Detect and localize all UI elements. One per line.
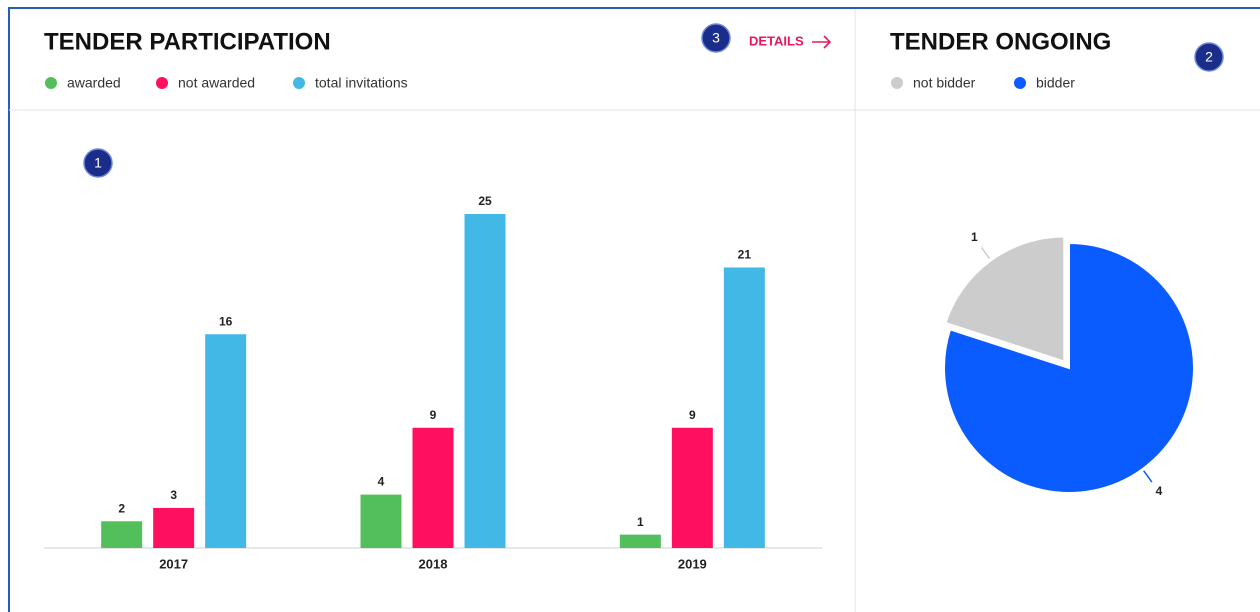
legend-swatch [156,77,168,89]
bar [671,427,713,548]
bar [412,427,454,548]
pie-slice [944,235,1066,363]
marker-label: 3 [712,30,720,46]
data-label: 4 [1156,484,1163,498]
bar [723,267,765,548]
marker: 2 [1194,42,1224,72]
legend-swatch [1014,77,1026,89]
pie-slice [943,241,1195,494]
arrow-icon[interactable] [812,35,832,49]
x-tick-label: 2018 [419,556,448,571]
legend-swatch [293,77,305,89]
marker-label: 2 [1205,49,1213,65]
data-label: 2 [118,501,125,515]
legend-label: awarded [67,75,121,91]
bar [205,334,247,548]
data-label: 21 [738,248,752,262]
chart-title: TENDER PARTICIPATION [44,28,331,55]
details-text[interactable]: DETAILS [749,33,804,48]
data-label: 9 [430,408,437,422]
x-tick-label: 2019 [678,556,707,571]
leader-line [980,247,991,260]
data-label: 3 [170,488,177,502]
bar [153,507,195,548]
bar [619,534,661,548]
marker: 3 [701,23,731,53]
legend-label: bidder [1036,75,1075,91]
legend-label: total invitations [315,75,408,91]
legend-label: not bidder [913,75,976,91]
bar [464,214,506,548]
legend-swatch [45,77,57,89]
details-link[interactable]: DETAILS [749,33,832,49]
panel-border [8,7,1260,612]
chart-title: TENDER ONGOING [890,28,1111,55]
marker-badge [1194,42,1224,72]
data-label: 4 [378,475,385,489]
bar [101,521,143,548]
data-label: 9 [689,408,696,422]
data-label: 1 [971,230,978,244]
legend-label: not awarded [178,75,255,91]
legend-swatch [891,77,903,89]
marker-badge [701,23,731,53]
leader-line [1143,470,1153,483]
data-label: 1 [637,515,644,529]
marker: 1 [83,148,113,178]
marker-badge [83,148,113,178]
x-tick-label: 2017 [159,556,188,571]
data-label: 25 [478,194,492,208]
bar [360,494,402,548]
data-label: 16 [219,314,233,328]
marker-label: 1 [94,155,102,171]
